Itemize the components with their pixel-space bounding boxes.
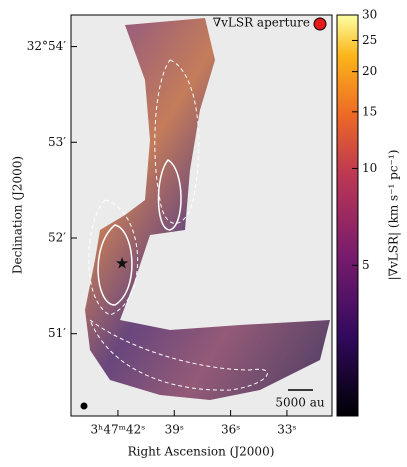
beam: [80, 402, 88, 410]
colorbar-label: |∇vLSR| (km s⁻¹ pc⁻¹): [387, 150, 401, 281]
filament-image: [85, 18, 330, 400]
colorbar-tick-label: 30: [362, 8, 377, 22]
aperture-marker: [313, 17, 327, 31]
colorbar: [336, 14, 359, 417]
colorbar-tick-label: 10: [362, 161, 377, 175]
x-tick-label: 39ˢ: [165, 423, 184, 437]
contour: [88, 318, 268, 391]
y-tick-label: 53′: [48, 135, 66, 149]
x-tick-label: 36ˢ: [221, 423, 240, 437]
y-axis-label: Declination (J2000): [11, 156, 25, 274]
colorbar-tick-label: 5: [362, 258, 370, 272]
y-tick-label: 52′: [48, 230, 66, 244]
x-tick-label: 3ʰ47ᵐ42ˢ: [91, 423, 146, 437]
colorbar-tick-label: 25: [362, 33, 377, 47]
y-tick-label: 51′: [48, 326, 66, 340]
contour: [88, 199, 138, 316]
x-axis-label: Right Ascension (J2000): [128, 445, 275, 459]
star-marker: ★: [115, 254, 129, 273]
colorbar-tick-label: 20: [362, 64, 377, 78]
y-tick-label: 32°54′: [27, 39, 67, 53]
contour: [97, 224, 133, 306]
x-tick-label: 33ˢ: [277, 423, 296, 437]
scale-bar-label: 5000 au: [275, 396, 325, 410]
colorbar-tick-label: 15: [362, 104, 377, 118]
contour: [157, 159, 182, 231]
annotation: ∇vLSR aperture: [213, 16, 310, 30]
